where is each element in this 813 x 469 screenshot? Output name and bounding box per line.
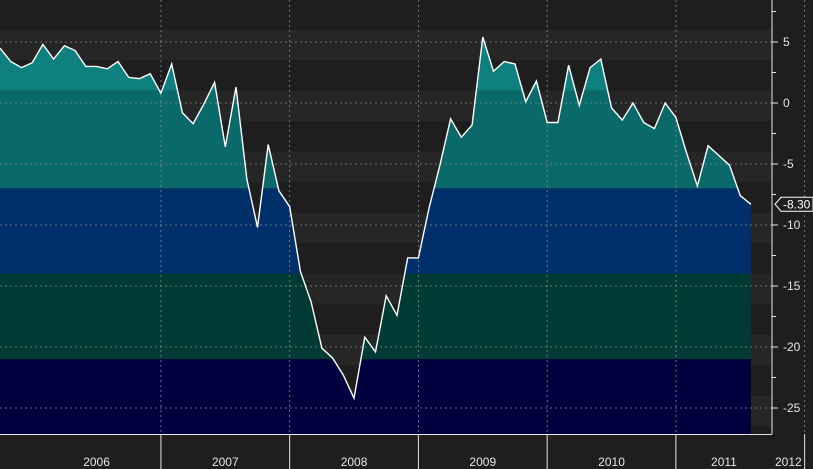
- background-stripe: [0, 0, 772, 30]
- x-year-label: 2009: [469, 455, 496, 469]
- y-tick-label: 0: [783, 96, 790, 110]
- series-line: [0, 36, 752, 401]
- y-tick-label: 5: [783, 35, 790, 49]
- y-tick-label: -15: [783, 279, 801, 293]
- y-tick-label: -10: [783, 218, 801, 232]
- x-year-label: 2006: [83, 455, 110, 469]
- background-stripe: [0, 29, 772, 61]
- y-tick-label: -5: [783, 157, 794, 171]
- y-tick-label: -20: [783, 340, 801, 354]
- color-band: [0, 359, 751, 434]
- x-year-label: 2010: [598, 455, 625, 469]
- x-year-label: 2012: [775, 455, 802, 469]
- y-axis: 5 0 -5 -10 -15 -20 -25: [771, 0, 801, 434]
- x-year-label: 2007: [212, 455, 239, 469]
- x-year-label: 2011: [711, 455, 737, 469]
- last-value-tag: [774, 196, 813, 212]
- last-value-marker: -8.30: [774, 196, 813, 212]
- x-year-label: 2008: [341, 455, 368, 469]
- last-value-label: -8.30: [783, 197, 811, 211]
- grid-lines: [0, 0, 806, 434]
- x-axis: 2006 2007 2008 2009 2010 2011 2012: [0, 434, 806, 469]
- y-tick-label: -25: [783, 401, 801, 415]
